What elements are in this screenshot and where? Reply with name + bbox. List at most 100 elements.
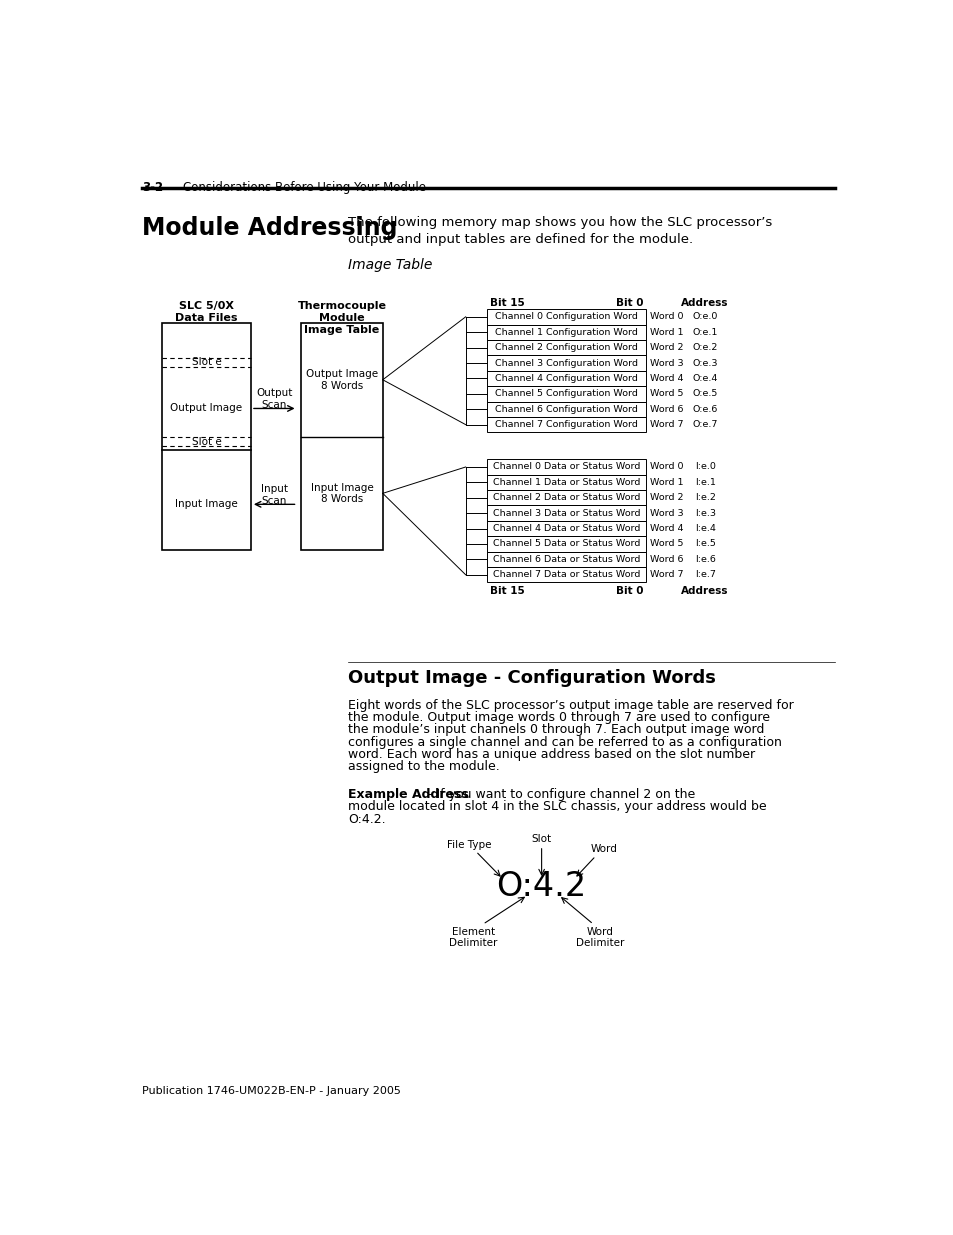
Text: Word 5: Word 5 bbox=[650, 540, 683, 548]
Text: Channel 5 Configuration Word: Channel 5 Configuration Word bbox=[495, 389, 638, 399]
Text: Input Image
8 Words: Input Image 8 Words bbox=[311, 483, 373, 504]
Text: Input Image: Input Image bbox=[175, 499, 237, 509]
Text: Channel 4 Configuration Word: Channel 4 Configuration Word bbox=[495, 374, 638, 383]
Text: I:e.5: I:e.5 bbox=[694, 540, 715, 548]
Bar bbox=[487, 552, 645, 567]
Text: Bit 0: Bit 0 bbox=[615, 587, 642, 597]
Text: I:e.1: I:e.1 bbox=[694, 478, 715, 487]
Text: Word 5: Word 5 bbox=[650, 389, 683, 399]
Text: Channel 2 Data or Status Word: Channel 2 Data or Status Word bbox=[493, 493, 639, 503]
Text: Channel 5 Data or Status Word: Channel 5 Data or Status Word bbox=[493, 540, 639, 548]
Text: O:e.4: O:e.4 bbox=[692, 374, 717, 383]
Text: Channel 6 Data or Status Word: Channel 6 Data or Status Word bbox=[493, 555, 639, 564]
Text: O:e.6: O:e.6 bbox=[692, 405, 717, 414]
Text: O:e.3: O:e.3 bbox=[692, 358, 718, 368]
Text: assigned to the module.: assigned to the module. bbox=[348, 761, 499, 773]
Bar bbox=[487, 521, 645, 536]
Bar bbox=[487, 474, 645, 490]
Text: Output Image: Output Image bbox=[171, 404, 242, 414]
Text: I:e.6: I:e.6 bbox=[694, 555, 715, 564]
Text: Output
Scan: Output Scan bbox=[255, 389, 293, 410]
Text: Word 7: Word 7 bbox=[650, 571, 683, 579]
Text: File Type: File Type bbox=[447, 840, 492, 850]
Bar bbox=[487, 387, 645, 401]
Text: Channel 3 Configuration Word: Channel 3 Configuration Word bbox=[495, 358, 638, 368]
Bar bbox=[487, 325, 645, 340]
Text: Channel 1 Data or Status Word: Channel 1 Data or Status Word bbox=[493, 478, 639, 487]
Text: Input
Scan: Input Scan bbox=[260, 484, 288, 506]
Text: Output Image
8 Words: Output Image 8 Words bbox=[306, 369, 377, 390]
Bar bbox=[487, 536, 645, 552]
Text: Channel 2 Configuration Word: Channel 2 Configuration Word bbox=[495, 343, 638, 352]
Bar bbox=[487, 505, 645, 521]
Text: Word 3: Word 3 bbox=[650, 509, 683, 517]
Bar bbox=[301, 324, 382, 550]
Text: Word 0: Word 0 bbox=[650, 462, 683, 472]
Text: Word 3: Word 3 bbox=[650, 358, 683, 368]
Text: O:e.0: O:e.0 bbox=[692, 312, 717, 321]
Text: Considerations Before Using Your Module: Considerations Before Using Your Module bbox=[183, 182, 425, 194]
Text: Word 0: Word 0 bbox=[650, 312, 683, 321]
Text: the module’s input channels 0 through 7. Each output image word: the module’s input channels 0 through 7.… bbox=[348, 724, 763, 736]
Text: The following memory map shows you how the SLC processor’s
output and input tabl: The following memory map shows you how t… bbox=[348, 216, 771, 246]
Text: O:4.2: O:4.2 bbox=[496, 871, 586, 903]
Text: Word 4: Word 4 bbox=[650, 524, 683, 534]
Text: Bit 0: Bit 0 bbox=[615, 298, 642, 308]
Text: Channel 6 Configuration Word: Channel 6 Configuration Word bbox=[495, 405, 638, 414]
Text: word. Each word has a unique address based on the slot number: word. Each word has a unique address bas… bbox=[348, 748, 754, 761]
Text: Channel 4 Data or Status Word: Channel 4 Data or Status Word bbox=[493, 524, 639, 534]
Text: Word: Word bbox=[590, 845, 617, 855]
Text: Word 7: Word 7 bbox=[650, 420, 683, 429]
Text: Word 1: Word 1 bbox=[650, 478, 683, 487]
Bar bbox=[487, 340, 645, 356]
Bar bbox=[487, 459, 645, 474]
Text: Publication 1746-UM022B-EN-P - January 2005: Publication 1746-UM022B-EN-P - January 2… bbox=[142, 1086, 401, 1095]
Text: Element
Delimiter: Element Delimiter bbox=[449, 926, 497, 948]
Text: Channel 0 Data or Status Word: Channel 0 Data or Status Word bbox=[493, 462, 639, 472]
Text: 3-2: 3-2 bbox=[142, 182, 164, 194]
Text: SLC 5/0X
Data Files: SLC 5/0X Data Files bbox=[175, 301, 237, 324]
Bar bbox=[487, 567, 645, 583]
Text: Image Table: Image Table bbox=[348, 258, 432, 272]
Text: O:4.2.: O:4.2. bbox=[348, 813, 385, 826]
Text: Word 6: Word 6 bbox=[650, 555, 683, 564]
Text: Word 4: Word 4 bbox=[650, 374, 683, 383]
Text: Slot e: Slot e bbox=[192, 357, 221, 367]
Text: Word 1: Word 1 bbox=[650, 327, 683, 337]
Text: I:e.4: I:e.4 bbox=[694, 524, 715, 534]
Bar bbox=[487, 417, 645, 432]
Text: Channel 0 Configuration Word: Channel 0 Configuration Word bbox=[495, 312, 638, 321]
Text: Slot: Slot bbox=[531, 835, 551, 845]
Bar bbox=[162, 324, 251, 550]
Bar bbox=[487, 370, 645, 387]
Text: I:e.7: I:e.7 bbox=[694, 571, 715, 579]
Text: Example Address: Example Address bbox=[348, 788, 468, 802]
Text: Channel 7 Configuration Word: Channel 7 Configuration Word bbox=[495, 420, 638, 429]
Bar bbox=[487, 356, 645, 370]
Text: Word 2: Word 2 bbox=[650, 493, 683, 503]
Text: - If you want to configure channel 2 on the: - If you want to configure channel 2 on … bbox=[423, 788, 695, 802]
Text: I:e.3: I:e.3 bbox=[694, 509, 715, 517]
Text: O:e.2: O:e.2 bbox=[692, 343, 717, 352]
Text: module located in slot 4 in the SLC chassis, your address would be: module located in slot 4 in the SLC chas… bbox=[348, 800, 765, 814]
Text: I:e.2: I:e.2 bbox=[694, 493, 715, 503]
Text: Channel 7 Data or Status Word: Channel 7 Data or Status Word bbox=[493, 571, 639, 579]
Text: I:e.0: I:e.0 bbox=[694, 462, 715, 472]
Text: O:e.7: O:e.7 bbox=[692, 420, 717, 429]
Text: Bit 15: Bit 15 bbox=[490, 298, 525, 308]
Text: Eight words of the SLC processor’s output image table are reserved for: Eight words of the SLC processor’s outpu… bbox=[348, 699, 793, 711]
Bar bbox=[487, 490, 645, 505]
Text: Slot e: Slot e bbox=[192, 436, 221, 447]
Text: Module Addressing: Module Addressing bbox=[142, 216, 397, 240]
Text: O:e.5: O:e.5 bbox=[692, 389, 717, 399]
Text: Thermocouple
Module
Image Table: Thermocouple Module Image Table bbox=[297, 301, 386, 335]
Text: O:e.1: O:e.1 bbox=[692, 327, 717, 337]
Text: Address: Address bbox=[680, 298, 728, 308]
Text: Address: Address bbox=[680, 587, 728, 597]
Bar bbox=[487, 309, 645, 325]
Text: Bit 15: Bit 15 bbox=[490, 587, 525, 597]
Text: the module. Output image words 0 through 7 are used to configure: the module. Output image words 0 through… bbox=[348, 711, 769, 724]
Text: Output Image - Configuration Words: Output Image - Configuration Words bbox=[348, 669, 715, 688]
Text: Channel 1 Configuration Word: Channel 1 Configuration Word bbox=[495, 327, 638, 337]
Text: Word
Delimiter: Word Delimiter bbox=[575, 926, 623, 948]
